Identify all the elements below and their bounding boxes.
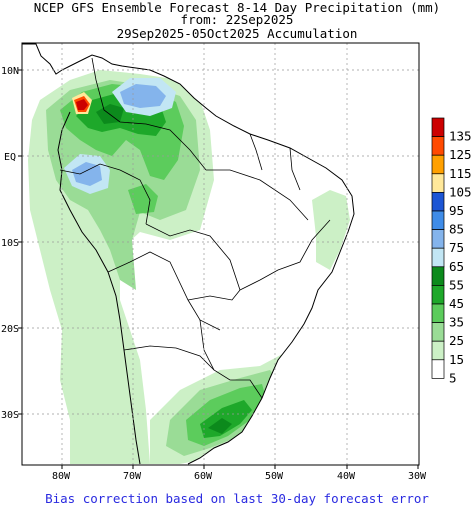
legend-swatch <box>431 266 445 286</box>
lon-label-40w: 40W <box>337 471 356 482</box>
legend-swatch <box>431 154 445 175</box>
legend-label: 85 <box>449 222 464 237</box>
legend-label: 105 <box>449 184 472 199</box>
lat-label-eq: EQ <box>4 152 16 163</box>
legend-label: 75 <box>449 240 464 255</box>
lat-label-30s: 30S <box>1 410 19 421</box>
accumulation-period: 29Sep2025-05Oct2025 Accumulation <box>116 26 358 41</box>
precip-35-central <box>128 184 158 214</box>
graticule <box>22 43 419 465</box>
legend-swatch <box>431 229 445 249</box>
country-borders <box>59 57 331 399</box>
legend-label: 35 <box>449 315 464 330</box>
legend-swatch <box>431 359 445 379</box>
legend-label: 115 <box>449 166 472 181</box>
precip-55-south <box>208 418 232 434</box>
legend-swatch <box>431 247 445 268</box>
legend-swatch <box>431 322 445 342</box>
map-title: NCEP GFS Ensemble Forecast 8-14 Day Prec… <box>33 0 441 15</box>
precip-135-colombia <box>76 99 88 110</box>
color-legend: 135 125 115 105 95 85 75 65 55 45 35 25 15 5 <box>431 117 472 385</box>
legend-swatch <box>431 340 445 361</box>
forecast-issue-date: from: 22Sep2025 <box>180 12 294 27</box>
coastline <box>22 43 355 465</box>
lon-label-70w: 70W <box>123 471 142 482</box>
lon-label-60w: 60W <box>194 471 213 482</box>
legend-swatch <box>431 173 445 193</box>
lat-label-10n: 10N <box>1 66 19 77</box>
legend-swatch <box>431 303 445 323</box>
lat-label-20s: 20S <box>1 324 19 335</box>
legend-swatch <box>431 285 445 305</box>
precip-75-venezuela <box>120 84 166 108</box>
precip-15-east <box>312 190 350 270</box>
legend-swatch <box>431 210 445 230</box>
legend-swatch <box>431 117 445 137</box>
legend-label: 5 <box>449 370 457 385</box>
lon-label-50w: 50W <box>265 471 284 482</box>
legend-label: 45 <box>449 296 464 311</box>
bias-correction-note: Bias correction based on last 30-day for… <box>45 491 429 506</box>
legend-label: 65 <box>449 259 464 274</box>
legend-label: 95 <box>449 203 464 218</box>
lon-label-30w: 30W <box>408 471 427 482</box>
lat-label-10s: 10S <box>1 238 19 249</box>
legend-label: 135 <box>449 129 472 144</box>
precip-55-north <box>96 104 124 124</box>
legend-label: 55 <box>449 277 464 292</box>
axis-ticks <box>18 69 419 469</box>
pacific-coastline <box>57 111 141 465</box>
legend-label: 15 <box>449 352 464 367</box>
legend-swatch <box>431 136 445 156</box>
legend-label: 125 <box>449 147 472 162</box>
legend-label: 25 <box>449 333 464 348</box>
lon-label-80w: 80W <box>52 471 71 482</box>
legend-swatch <box>431 192 445 212</box>
precip-75-ecuador <box>72 162 102 186</box>
